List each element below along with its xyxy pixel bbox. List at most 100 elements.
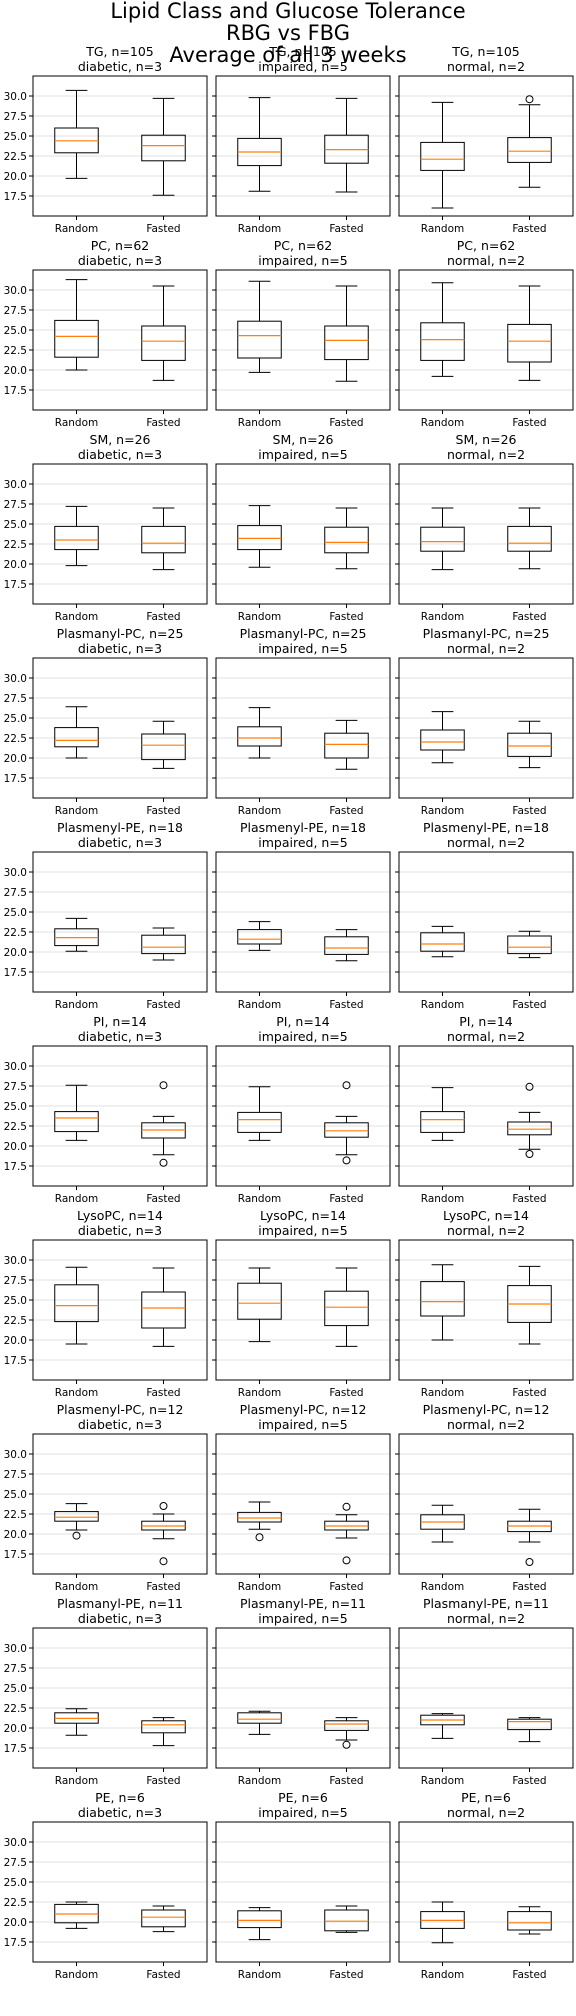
x-tick-label: Fasted (146, 999, 180, 1011)
x-tick-label: Random (421, 1193, 464, 1205)
flier-point (342, 1081, 351, 1090)
x-tick-label: Random (421, 1581, 464, 1593)
axes-frame (32, 75, 208, 217)
x-tick-label: Fasted (512, 1581, 546, 1593)
x-tick-label: Fasted (512, 611, 546, 623)
box (237, 1910, 282, 1929)
axes-frame (398, 851, 574, 993)
panel-title-group: diabetic, n=3 (78, 641, 162, 656)
panel-title-lipid: LysoPC, n=14 (77, 1208, 163, 1223)
y-tick-label: 22.5 (4, 345, 27, 357)
y-tick-label: 20.0 (4, 1141, 27, 1153)
axes-frame (32, 1239, 208, 1381)
box (507, 732, 552, 757)
panel-title-group: diabetic, n=3 (78, 59, 162, 74)
panel-title-group: diabetic, n=3 (78, 1611, 162, 1626)
panel-title-lipid: SM, n=26 (273, 432, 334, 447)
y-tick-label: 25.0 (4, 131, 27, 143)
axes-frame (215, 1627, 391, 1769)
y-tick-label: 27.5 (4, 887, 27, 899)
y-tick-label: 30.0 (4, 1837, 27, 1849)
y-tick-label: 22.5 (4, 1509, 27, 1521)
axes-frame (398, 1627, 574, 1769)
x-tick-label: Random (238, 1969, 281, 1981)
x-tick-label: Fasted (329, 1193, 363, 1205)
box (141, 733, 186, 761)
y-tick-label: 30.0 (4, 479, 27, 491)
axes-frame (32, 1433, 208, 1575)
box (54, 319, 99, 358)
y-tick-label: 27.5 (4, 1469, 27, 1481)
y-tick-label: 25.0 (4, 1101, 27, 1113)
box (141, 934, 186, 955)
panel-title-lipid: Plasmanyl-PC, n=25 (240, 626, 367, 641)
panel-title-group: impaired, n=5 (258, 447, 348, 462)
x-tick-label: Random (55, 805, 98, 817)
box (237, 1282, 282, 1320)
box (141, 325, 186, 361)
figure-title-line-2: RBG vs FBG (226, 21, 350, 45)
panel-title-lipid: PE, n=6 (461, 1790, 511, 1805)
y-tick-label: 27.5 (4, 305, 27, 317)
x-tick-label: Fasted (512, 417, 546, 429)
x-tick-label: Fasted (329, 1581, 363, 1593)
panel-title-lipid: SM, n=26 (456, 432, 517, 447)
axes-frame (215, 851, 391, 993)
x-tick-label: Random (238, 1775, 281, 1787)
axes-frame (215, 657, 391, 799)
box (237, 726, 282, 747)
x-tick-label: Fasted (146, 1387, 180, 1399)
y-tick-label: 25.0 (4, 1683, 27, 1695)
flier-point (159, 1502, 168, 1510)
panel-title-group: diabetic, n=3 (78, 835, 162, 850)
y-tick-label: 17.5 (4, 1937, 27, 1949)
box (507, 1718, 552, 1731)
box (420, 1281, 465, 1317)
y-tick-label: 20.0 (4, 1917, 27, 1929)
x-tick-label: Random (55, 1969, 98, 1981)
axes-frame (398, 1821, 574, 1963)
x-tick-label: Random (55, 999, 98, 1011)
panel-title-lipid: LysoPC, n=14 (260, 1208, 346, 1223)
y-tick-label: 20.0 (4, 171, 27, 183)
x-tick-label: Random (421, 805, 464, 817)
panel-title-group: diabetic, n=3 (78, 1417, 162, 1432)
x-tick-label: Random (421, 1775, 464, 1787)
panel-title-group: impaired, n=5 (258, 1029, 348, 1044)
axes-frame (215, 1045, 391, 1187)
axes-frame (398, 463, 574, 605)
x-tick-label: Fasted (329, 999, 363, 1011)
box (237, 1111, 282, 1133)
y-tick-label: 27.5 (4, 1275, 27, 1287)
box (54, 525, 99, 551)
x-tick-label: Fasted (512, 1193, 546, 1205)
panel-title-lipid: TG, n=105 (268, 44, 337, 59)
box (141, 1291, 186, 1329)
y-tick-label: 30.0 (4, 285, 27, 297)
y-tick-label: 17.5 (4, 967, 27, 979)
panel-title-lipid: Plasmenyl-PC, n=12 (57, 1402, 184, 1417)
x-tick-label: Fasted (329, 417, 363, 429)
box (237, 929, 282, 945)
x-tick-label: Random (55, 1193, 98, 1205)
y-tick-label: 27.5 (4, 693, 27, 705)
y-tick-label: 17.5 (4, 1549, 27, 1561)
y-tick-label: 22.5 (4, 1315, 27, 1327)
y-tick-label: 22.5 (4, 1897, 27, 1909)
x-tick-label: Fasted (329, 611, 363, 623)
panel-title-lipid: LysoPC, n=14 (443, 1208, 529, 1223)
panel-title-lipid: PC, n=62 (457, 238, 516, 253)
y-tick-label: 22.5 (4, 539, 27, 551)
panel-title-group: impaired, n=5 (258, 641, 348, 656)
